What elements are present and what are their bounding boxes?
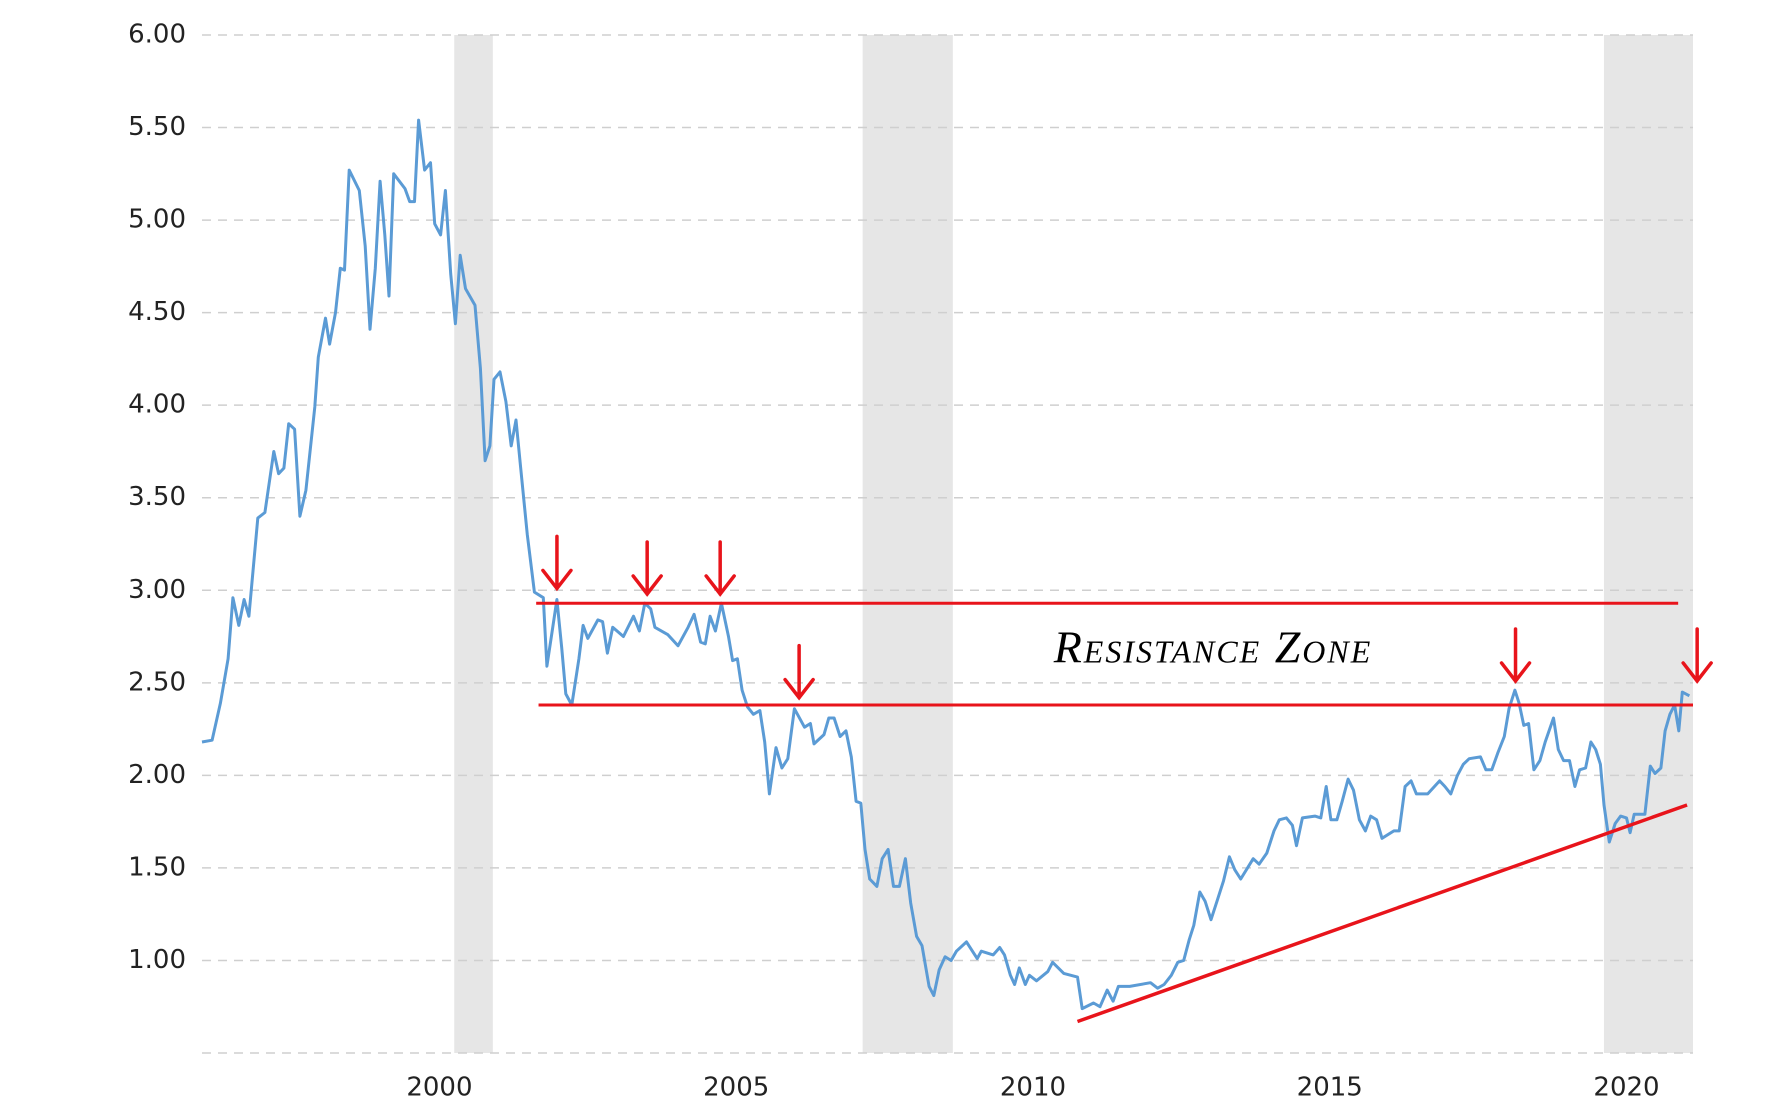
arrow	[541, 534, 573, 592]
y-tick-label: 2.50	[128, 667, 186, 697]
arrow	[1499, 627, 1532, 684]
y-tick-label: 3.00	[128, 575, 186, 605]
y-tick-label: 1.50	[128, 852, 186, 882]
x-tick-label: 2010	[1000, 1073, 1066, 1103]
recession-band	[1603, 35, 1693, 1053]
y-tick-label: 5.00	[128, 205, 186, 235]
arrow	[1681, 627, 1713, 684]
arrow	[783, 643, 815, 701]
y-tick-label: 3.50	[128, 482, 186, 512]
x-tick-label: 2000	[406, 1073, 472, 1103]
y-tick-label: 5.50	[128, 112, 186, 142]
x-tick-label: 2020	[1593, 1073, 1659, 1103]
trend-line	[1076, 803, 1688, 1024]
y-tick-label: 4.00	[128, 390, 186, 420]
data-line	[201, 118, 1691, 1011]
x-tick-label: 2015	[1297, 1073, 1363, 1103]
y-tick-label: 4.50	[128, 297, 186, 327]
recession-band	[454, 35, 493, 1053]
y-tick-label: 2.00	[128, 760, 186, 790]
x-tick-label: 2005	[703, 1073, 769, 1103]
y-tick-label: 6.00	[128, 20, 186, 50]
arrow	[631, 540, 663, 597]
y-tick-label: 1.00	[128, 945, 186, 975]
annotation-text: Resistance Zone	[1053, 622, 1373, 673]
arrow	[704, 540, 736, 597]
recession-band	[862, 35, 953, 1053]
